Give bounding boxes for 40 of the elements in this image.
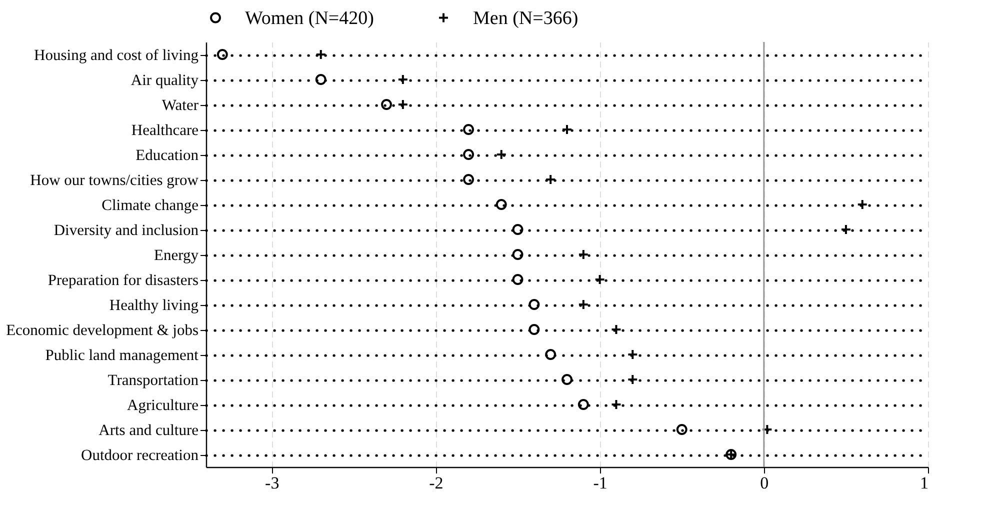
y-tick-label: Education (136, 147, 199, 164)
y-tick-label: Healthcare (131, 122, 199, 139)
y-tick-label: Diversity and inclusion (54, 222, 199, 239)
point (578, 399, 589, 410)
y-tick-label: Healthy living (109, 297, 199, 314)
point (562, 374, 572, 385)
y-tick-label: How our towns/cities grow (30, 172, 200, 189)
point (528, 324, 540, 335)
y-tick-label: Energy (154, 247, 199, 264)
x-tick-label: 1 (920, 474, 928, 492)
y-tick-label: Economic development & jobs (6, 322, 198, 339)
x-tick-label: -1 (593, 474, 608, 492)
point (512, 249, 524, 260)
point (216, 49, 228, 60)
y-tick-label: Air quality (130, 72, 199, 89)
point (512, 274, 524, 285)
y-tick-label: Water (162, 97, 200, 114)
point (463, 149, 474, 160)
point (463, 174, 474, 185)
point (496, 199, 507, 210)
point (381, 99, 392, 110)
x-tick-label: 0 (760, 474, 769, 492)
legend-label: Men (N=366) (473, 8, 578, 29)
x-tick-label: -3 (265, 474, 280, 492)
point (676, 424, 688, 435)
legend-label: Women (N=420) (245, 8, 374, 29)
point (545, 349, 556, 360)
x-tick-label: -2 (429, 474, 444, 492)
y-tick-label: Preparation for disasters (48, 272, 198, 289)
y-tick-label: Outdoor recreation (81, 447, 199, 464)
point (528, 299, 540, 310)
y-tick-label: Public land management (45, 347, 200, 364)
y-tick-label: Arts and culture (98, 422, 199, 439)
y-tick-label: Climate change (102, 197, 199, 214)
point (315, 74, 326, 85)
point (512, 224, 524, 235)
point (463, 124, 474, 135)
y-tick-label: Housing and cost of living (34, 47, 199, 64)
y-tick-label: Transportation (108, 372, 199, 389)
y-tick-label: Agriculture (127, 397, 199, 414)
